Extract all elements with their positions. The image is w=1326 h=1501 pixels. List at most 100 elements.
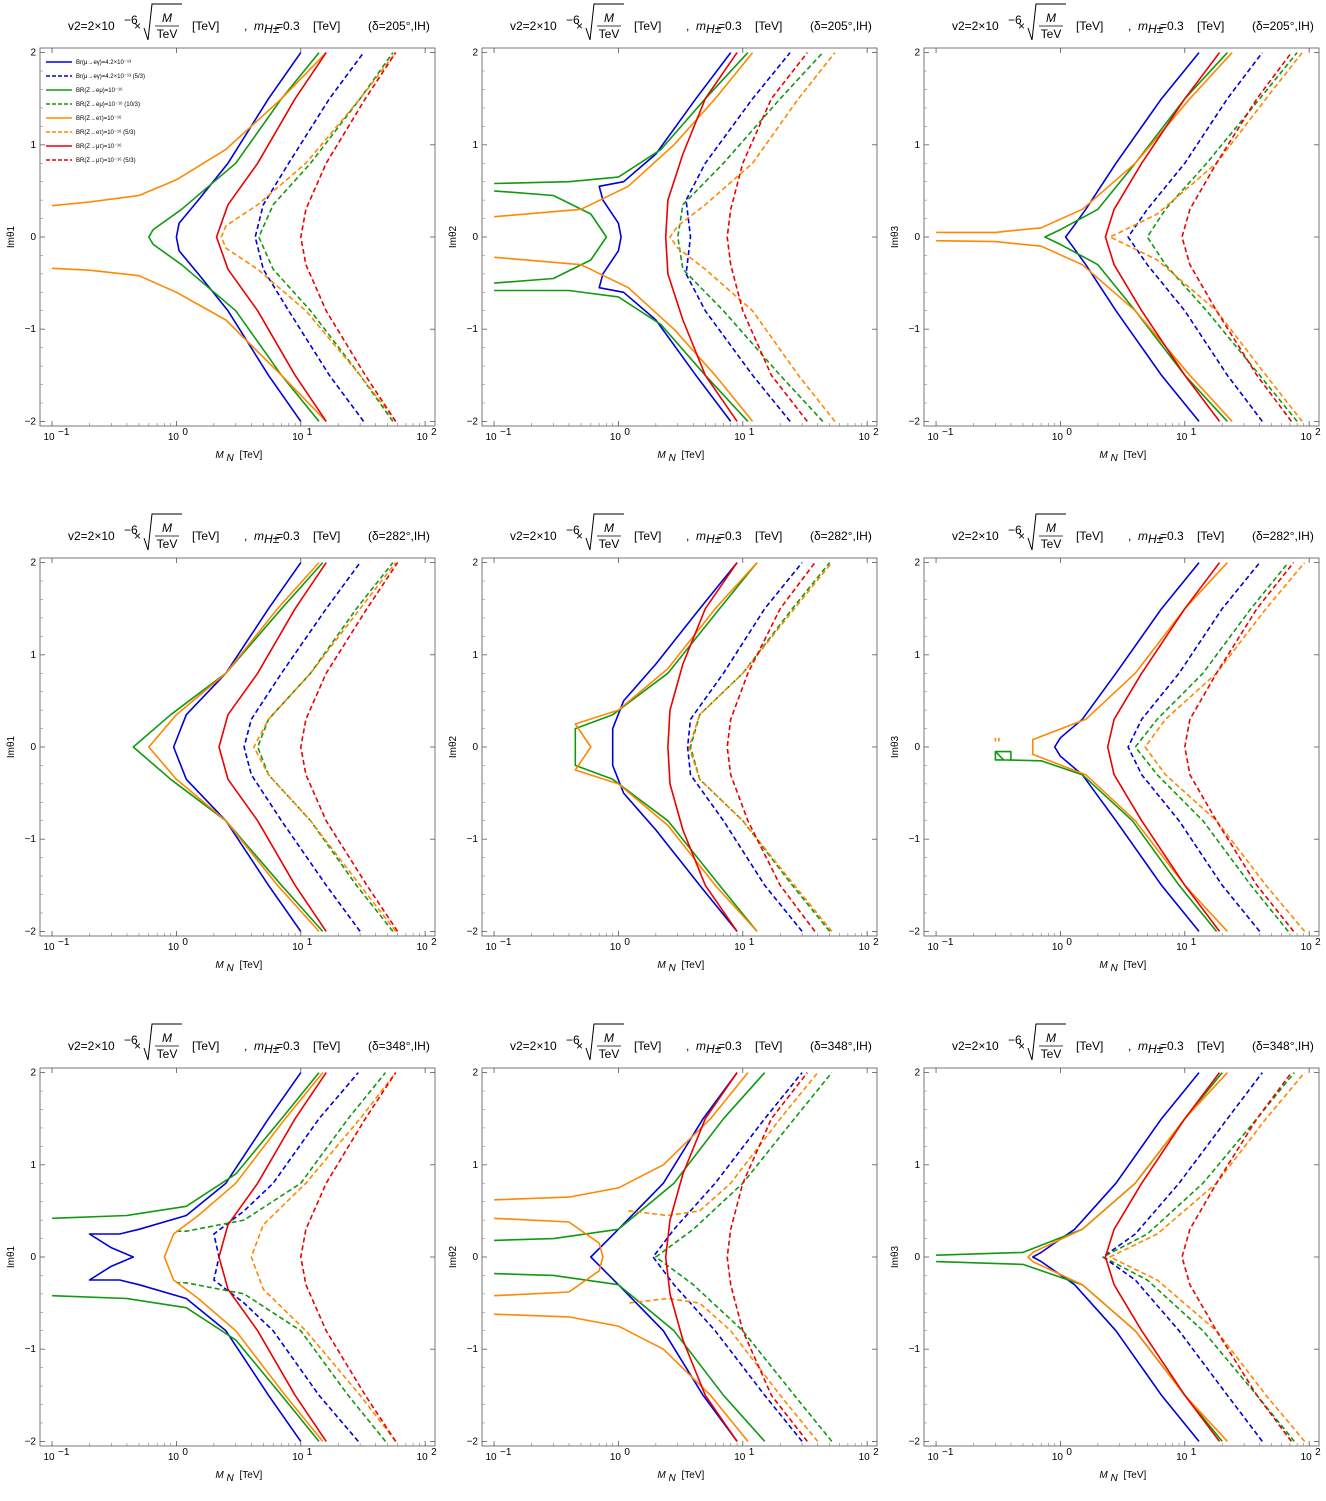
chart-panel-8: v2=2×10 −6 × M TeV [TeV], m H± =0.3 [TeV] (δ=348°,… <box>442 1020 884 1496</box>
plot-frame <box>481 1067 878 1447</box>
title-unit: [TeV] <box>192 529 219 543</box>
x-tick-label: 10 <box>859 1452 871 1463</box>
y-tick-label: 0 <box>914 232 920 243</box>
title-mass-subscript: H± <box>264 22 280 36</box>
series-line-red-solid <box>1106 562 1221 932</box>
series-group <box>52 52 397 422</box>
sqrt-symbol <box>143 3 182 41</box>
series-line-orange-solid <box>574 562 758 932</box>
series-line-green-solid <box>1044 52 1228 422</box>
y-tick-label: −2 <box>909 926 921 937</box>
title-times: × <box>1018 19 1025 33</box>
x-tick-exponent: −1 <box>500 427 512 438</box>
y-tick-label: 1 <box>30 140 36 151</box>
legend-label: BR(Z→eμ)=10⁻¹⁶ (10/3) <box>76 101 140 108</box>
y-tick-label: −2 <box>467 926 479 937</box>
title-fraction-denominator: TeV <box>1041 27 1062 41</box>
x-tick-label: 10 <box>485 942 497 953</box>
title-times: × <box>134 1039 141 1053</box>
x-tick-exponent: 0 <box>1066 427 1072 438</box>
chart-title: v2=2×10 −6× M TeV [TeV], m H±=0.3 [TeV] (δ=348°,… <box>68 1023 430 1061</box>
series-line-green-solid <box>494 289 749 422</box>
chart-title: v2=2×10 −6× M TeV [TeV], m H±=0.3 [TeV] (δ=205°,… <box>952 3 1314 41</box>
x-tick-label: 10 <box>485 1452 497 1463</box>
chart-panel-6: v2=2×10 −6 × M TeV [TeV], m H± =0.3 [TeV] (δ=282°,… <box>884 510 1326 986</box>
y-axis: −2 −1 0 1 2 Imθ3 <box>890 48 1319 427</box>
title-mass-symbol: m <box>1138 1039 1148 1053</box>
y-axis-label: Imθ3 <box>890 225 901 248</box>
x-tick-exponent: 2 <box>431 1447 437 1458</box>
x-tick-label: 10 <box>1301 1452 1313 1463</box>
series-line-orange-solid <box>494 1313 749 1442</box>
title-exponent: −6 <box>566 1033 580 1047</box>
series-line-blue-dashed <box>1127 562 1261 932</box>
series-line-orange-solid <box>494 1072 749 1201</box>
x-axis-unit: [TeV] <box>1124 1470 1147 1481</box>
title-mass-value: =0.3 <box>276 1039 300 1053</box>
x-axis-unit: [TeV] <box>240 450 263 461</box>
title-comma: , <box>1128 529 1131 543</box>
title-delta: (δ=348°,IH) <box>1252 1039 1314 1053</box>
title-mass-symbol: m <box>254 529 264 543</box>
title-exponent: −6 <box>124 13 138 27</box>
title-prefix: v2=2×10 <box>952 19 999 33</box>
x-tick-label: 10 <box>859 942 871 953</box>
series-group <box>574 562 833 932</box>
series-line-orange-solid <box>52 267 327 422</box>
legend-label: Br(μ→eγ)=4.2×10⁻¹³ (5/3) <box>76 74 145 80</box>
title-prefix: v2=2×10 <box>510 1039 557 1053</box>
y-tick-label: 2 <box>472 1068 478 1079</box>
x-axis-label-subscript: N <box>1111 963 1119 974</box>
plot-frame <box>923 557 1320 937</box>
title-unit: [TeV] <box>192 1039 219 1053</box>
x-tick-exponent: −1 <box>58 937 70 948</box>
legend-label: BR(Z→eμ)=10⁻¹⁶ <box>76 87 123 94</box>
x-tick-label: 10 <box>168 1452 180 1463</box>
x-tick-label: 10 <box>734 942 746 953</box>
title-mass-value: =0.3 <box>1160 1039 1184 1053</box>
y-tick-label: 2 <box>914 558 920 569</box>
series-line-red-solid <box>664 52 738 422</box>
series-line-red-solid <box>1104 52 1221 422</box>
title-unit: [TeV] <box>755 529 782 543</box>
x-tick-exponent: 1 <box>307 1447 313 1458</box>
x-tick-label: 10 <box>1052 432 1064 443</box>
series-line-red-solid <box>667 562 738 932</box>
x-tick-label: 10 <box>417 1452 429 1463</box>
series-line-green-solid <box>132 562 324 932</box>
title-prefix: v2=2×10 <box>510 19 557 33</box>
x-axis: 10 −1 10 0 10 1 10 2M N [TeV] <box>485 558 879 974</box>
title-comma: , <box>686 529 689 543</box>
x-tick-exponent: 2 <box>431 937 437 948</box>
series-line-green-solid <box>574 562 758 932</box>
title-fraction-numerator: M <box>604 11 614 25</box>
title-fraction-numerator: M <box>162 11 172 25</box>
title-mass-subscript: H± <box>706 1042 722 1056</box>
title-fraction-numerator: M <box>162 1031 172 1045</box>
x-axis-label-subscript: N <box>669 963 677 974</box>
sqrt-symbol <box>585 1023 624 1061</box>
y-axis: −2 −1 0 1 2 Imθ3 <box>890 558 1319 937</box>
x-axis: 10 −1 10 0 10 1 10 2M N [TeV] <box>485 48 879 464</box>
x-tick-label: 10 <box>1052 1452 1064 1463</box>
y-tick-label: 2 <box>472 558 478 569</box>
x-axis-label-subscript: N <box>669 453 677 464</box>
x-axis-label: M <box>1099 960 1108 971</box>
title-unit: [TeV] <box>313 529 340 543</box>
x-tick-label: 10 <box>1176 942 1188 953</box>
x-tick-label: 10 <box>417 432 429 443</box>
chart-svg: v2=2×10 −6× M TeV [TeV], m H±=0.3 [TeV] (δ=205°,… <box>6 3 437 464</box>
series-line-orange-dashed <box>628 1297 819 1442</box>
series-line-green-solid <box>52 1072 320 1220</box>
series-line-blue-solid <box>1032 1072 1200 1442</box>
chart-svg: v2=2×10 −6× M TeV [TeV], m H±=0.3 [TeV] (δ=205°,… <box>890 3 1321 464</box>
y-tick-label: −2 <box>25 1436 37 1447</box>
chart-title: v2=2×10 −6× M TeV [TeV], m H±=0.3 [TeV] (δ=205°,… <box>68 3 430 41</box>
series-line-red-solid <box>218 1072 327 1442</box>
plot-frame <box>923 1067 1320 1447</box>
series-line-green-solid <box>936 1072 1223 1256</box>
x-tick-exponent: 0 <box>182 427 188 438</box>
title-times: × <box>134 19 141 33</box>
plot-frame <box>39 557 436 937</box>
